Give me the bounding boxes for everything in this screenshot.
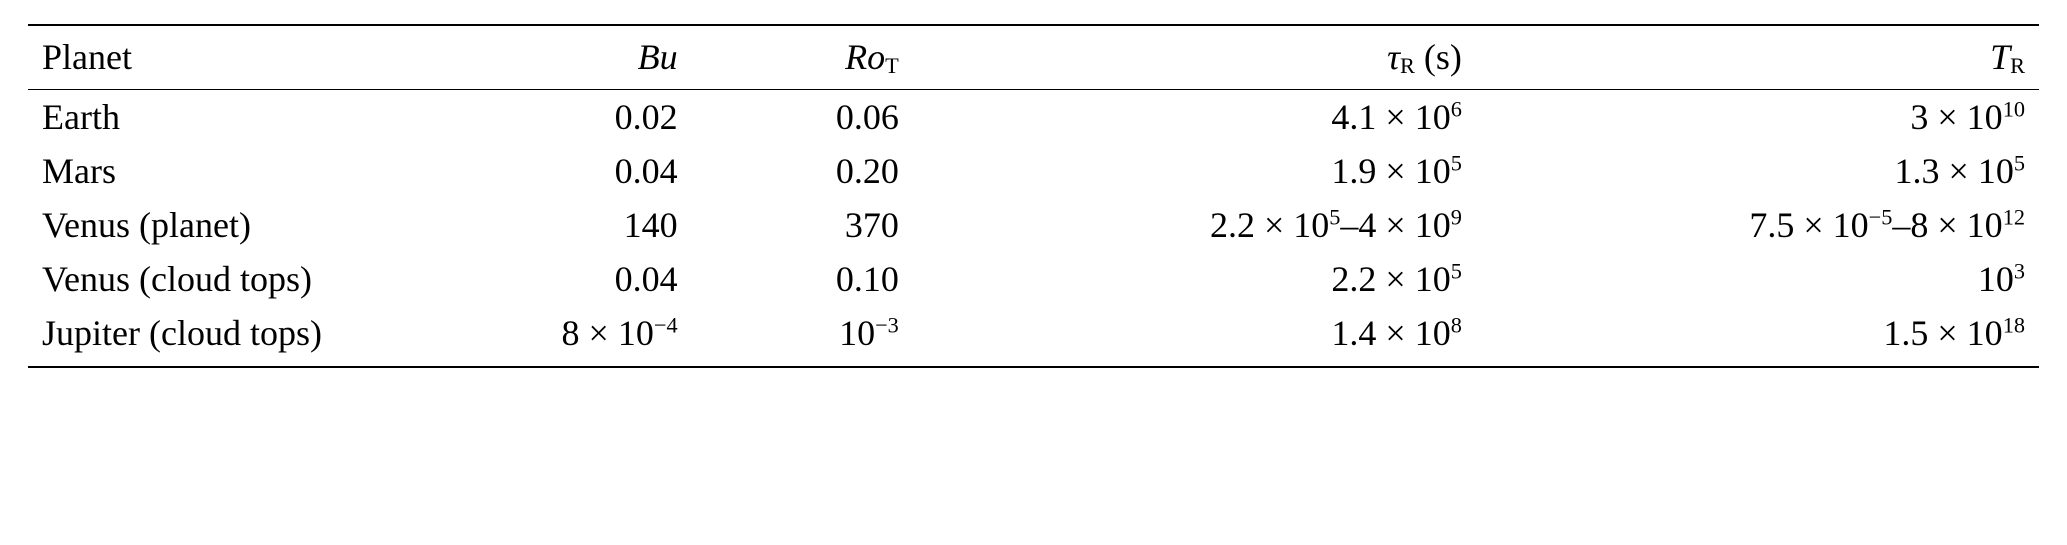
col-header-tau: τR (s) (913, 25, 1476, 90)
col-header-scrT: TR (1476, 25, 2039, 90)
cell-scrT: 103 (1476, 252, 2039, 306)
cell-bu: 8 × 10−4 (430, 306, 691, 367)
col-header-rot: RoT (692, 25, 913, 90)
col-header-bu: Bu (430, 25, 691, 90)
cell-bu: 0.02 (430, 90, 691, 145)
cell-planet: Earth (28, 90, 430, 145)
cell-scrT: 1.3 × 105 (1476, 144, 2039, 198)
cell-tau: 1.9 × 105 (913, 144, 1476, 198)
table-row: Venus (cloud tops) 0.04 0.10 2.2 × 105 1… (28, 252, 2039, 306)
table-row: Mars 0.04 0.20 1.9 × 105 1.3 × 105 (28, 144, 2039, 198)
cell-tau: 2.2 × 105 (913, 252, 1476, 306)
cell-tau: 4.1 × 106 (913, 90, 1476, 145)
cell-scrT: 3 × 1010 (1476, 90, 2039, 145)
cell-tau: 1.4 × 108 (913, 306, 1476, 367)
cell-rot: 10−3 (692, 306, 913, 367)
cell-rot: 0.20 (692, 144, 913, 198)
table-header-row: Planet Bu RoT τR (s) TR (28, 25, 2039, 90)
planet-parameters-table: Planet Bu RoT τR (s) TR Earth 0.02 0.06 … (28, 24, 2039, 368)
table-row: Earth 0.02 0.06 4.1 × 106 3 × 1010 (28, 90, 2039, 145)
cell-bu: 0.04 (430, 144, 691, 198)
cell-planet: Venus (planet) (28, 198, 430, 252)
cell-tau: 2.2 × 105–4 × 109 (913, 198, 1476, 252)
cell-scrT: 7.5 × 10−5–8 × 1012 (1476, 198, 2039, 252)
cell-planet: Jupiter (cloud tops) (28, 306, 430, 367)
table-row: Venus (planet) 140 370 2.2 × 105–4 × 109… (28, 198, 2039, 252)
cell-bu: 0.04 (430, 252, 691, 306)
col-header-planet: Planet (28, 25, 430, 90)
cell-rot: 370 (692, 198, 913, 252)
cell-rot: 0.06 (692, 90, 913, 145)
cell-rot: 0.10 (692, 252, 913, 306)
cell-planet: Mars (28, 144, 430, 198)
cell-scrT: 1.5 × 1018 (1476, 306, 2039, 367)
table-row: Jupiter (cloud tops) 8 × 10−4 10−3 1.4 ×… (28, 306, 2039, 367)
cell-planet: Venus (cloud tops) (28, 252, 430, 306)
cell-bu: 140 (430, 198, 691, 252)
